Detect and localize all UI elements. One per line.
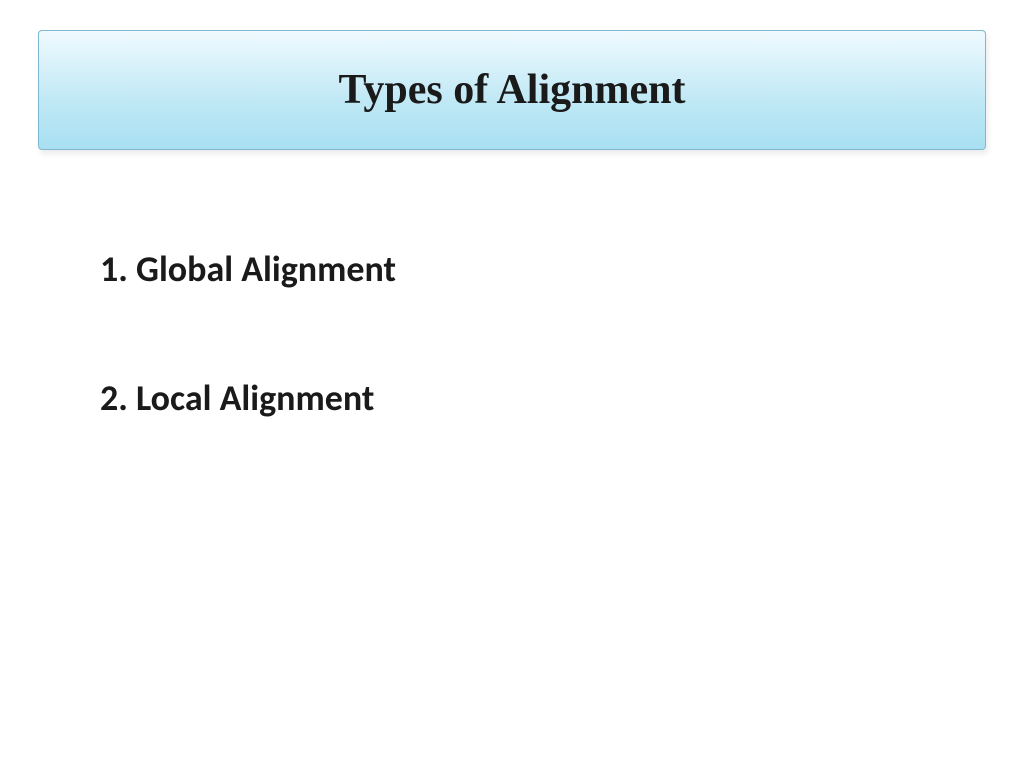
slide-title: Types of Alignment (339, 66, 686, 114)
title-box: Types of Alignment (38, 30, 986, 150)
content-area: 1. Global Alignment 2. Local Alignment (100, 248, 396, 506)
list-item: 1. Global Alignment (100, 248, 396, 291)
list-item: 2. Local Alignment (100, 377, 396, 420)
